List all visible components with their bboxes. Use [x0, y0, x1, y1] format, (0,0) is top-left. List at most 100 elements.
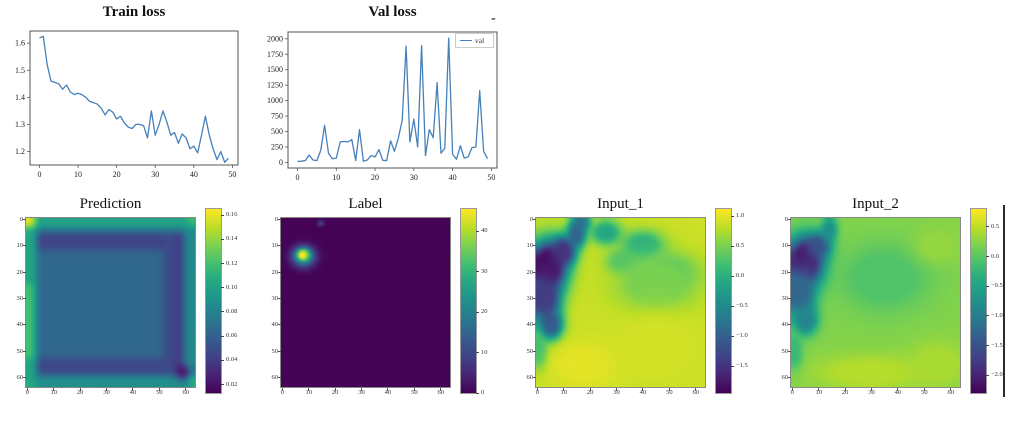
- colorbar-tick-mark: [476, 230, 479, 232]
- input-2-colorbar: 0.5 0.0 −0.5 −1.0 −1.5 −2.0: [970, 208, 1017, 394]
- y-tick-mark: [23, 350, 26, 352]
- x-tick-label: 50: [156, 389, 163, 396]
- y-tick-label: 50: [781, 347, 789, 355]
- x-tick-label: 30: [868, 389, 875, 396]
- y-tick-mark: [23, 324, 26, 326]
- x-tick-mark: [897, 388, 899, 391]
- colorbar-tick-mark: [221, 311, 224, 313]
- y-tick-mark: [278, 377, 281, 379]
- colorbar-tick-mark: [986, 256, 989, 257]
- y-tick-mark: [788, 245, 791, 247]
- y-tick-mark: [533, 324, 536, 326]
- right-edge-line: [1003, 205, 1005, 397]
- colorbar-tick-label: 0.10: [226, 283, 238, 291]
- x-tick-label: 50: [487, 173, 495, 182]
- train-loss-title: Train loss: [102, 4, 166, 20]
- x-tick-label: 30: [358, 389, 365, 396]
- label-panel: Label 0 0 10 10 20 20 30 30 40 40 50 50 60 60 0 10 20 30…: [265, 196, 515, 428]
- x-tick-mark: [818, 388, 820, 391]
- x-tick-mark: [132, 388, 134, 391]
- x-tick-label: 30: [410, 173, 418, 182]
- x-tick-mark: [950, 388, 952, 391]
- y-tick-label: 20: [781, 268, 789, 276]
- x-tick-mark: [185, 388, 187, 391]
- y-tick-label: 1500: [267, 65, 283, 74]
- colorbar-tick-label: −0.5: [991, 282, 1003, 290]
- x-tick-label: 20: [586, 389, 594, 396]
- input-2-panel: Input_2 0 0 10 10 20 20 30 30 40 40 50 50 60 60 0.5 0.…: [775, 196, 1024, 428]
- y-tick-mark: [278, 271, 281, 273]
- y-tick-mark: [23, 218, 26, 220]
- x-tick-label: 0: [535, 389, 539, 396]
- y-tick-label: 60: [271, 374, 279, 382]
- colorbar-tick-mark: [221, 263, 224, 264]
- x-tick-label: 10: [815, 389, 822, 396]
- colorbar-tick-mark: [476, 271, 479, 273]
- y-tick-label: 1750: [267, 50, 283, 59]
- x-tick-label: 40: [639, 389, 647, 396]
- y-tick-label: 2000: [267, 34, 283, 43]
- val-loss-title: Val loss: [368, 4, 417, 20]
- input-1-colorbar: 1.0 0.5 0.0 −0.5 −1.0 −1.5: [715, 208, 762, 394]
- y-tick-mark: [533, 298, 536, 299]
- y-tick-label: 20: [526, 268, 534, 276]
- x-tick-label: 10: [305, 389, 312, 396]
- y-tick-label: 750: [271, 112, 283, 121]
- colorbar-tick-mark: [986, 374, 989, 376]
- y-tick-label: 40: [781, 321, 789, 329]
- y-tick-label: 30: [271, 295, 279, 302]
- colorbar-tick-label: 0.08: [226, 307, 238, 315]
- colorbar-tick-mark: [221, 214, 224, 216]
- colorbar-tick-mark: [731, 245, 734, 247]
- y-tick-label: 1.3: [15, 120, 25, 129]
- x-tick-label: 60: [947, 389, 955, 396]
- y-tick-mark: [788, 218, 791, 220]
- x-tick-mark: [923, 388, 925, 391]
- x-tick-label: 40: [894, 389, 902, 396]
- colorbar-tick-mark: [986, 345, 989, 346]
- colorbar-tick-label: 0.0: [736, 272, 745, 280]
- x-tick-label: 0: [280, 389, 284, 396]
- loss-line: [39, 35, 229, 163]
- x-tick-label: 0: [296, 173, 300, 182]
- x-tick-mark: [563, 388, 565, 391]
- colorbar-tick-label: 0.16: [226, 211, 238, 219]
- y-tick-label: 0: [19, 215, 23, 223]
- colorbar-tick-label: 0.02: [226, 380, 238, 388]
- colorbar-tick-label: −1.5: [991, 341, 1003, 349]
- y-tick-label: 50: [16, 347, 24, 355]
- x-tick-label: 0: [790, 389, 794, 396]
- x-tick-label: 50: [921, 389, 928, 396]
- colorbar-tick-label: −1.0: [991, 311, 1003, 319]
- y-tick-label: 1.4: [15, 93, 25, 102]
- colorbar-tick-label: −1.0: [736, 332, 748, 340]
- input_1-colorbar-gradient: [715, 208, 732, 394]
- y-tick-label: 0: [784, 215, 788, 223]
- y-tick-label: 500: [271, 127, 283, 136]
- colorbar-tick-label: 30: [481, 267, 488, 275]
- colorbar-tick-mark: [731, 215, 734, 217]
- x-tick-label: 0: [25, 389, 29, 396]
- legend-line-sample-icon: [460, 40, 472, 41]
- colorbar-tick-label: −0.5: [736, 302, 748, 310]
- colorbar-tick-label: 0.06: [226, 332, 238, 340]
- x-tick-mark: [668, 388, 670, 391]
- prediction-panel: Prediction 0 0 10 10 20 20 30 30 40 40 50 50 60 60 0.…: [10, 196, 260, 428]
- x-tick-label: 10: [74, 170, 82, 179]
- y-tick-label: 60: [526, 374, 534, 382]
- input_2-image: [790, 217, 961, 388]
- x-tick-label: 60: [182, 389, 190, 396]
- colorbar-tick-label: 40: [481, 227, 488, 235]
- x-tick-label: 60: [692, 389, 700, 396]
- colorbar-tick-mark: [221, 287, 224, 289]
- y-tick-mark: [533, 350, 536, 352]
- colorbar-tick-mark: [476, 352, 479, 354]
- x-tick-label: 50: [411, 389, 418, 396]
- colorbar-tick-mark: [731, 365, 734, 367]
- y-tick-label: 30: [781, 295, 789, 302]
- colorbar-tick-label: 0.5: [991, 222, 1000, 230]
- x-tick-label: 20: [841, 389, 849, 396]
- prediction-image: [25, 217, 196, 388]
- x-tick-mark: [616, 388, 617, 391]
